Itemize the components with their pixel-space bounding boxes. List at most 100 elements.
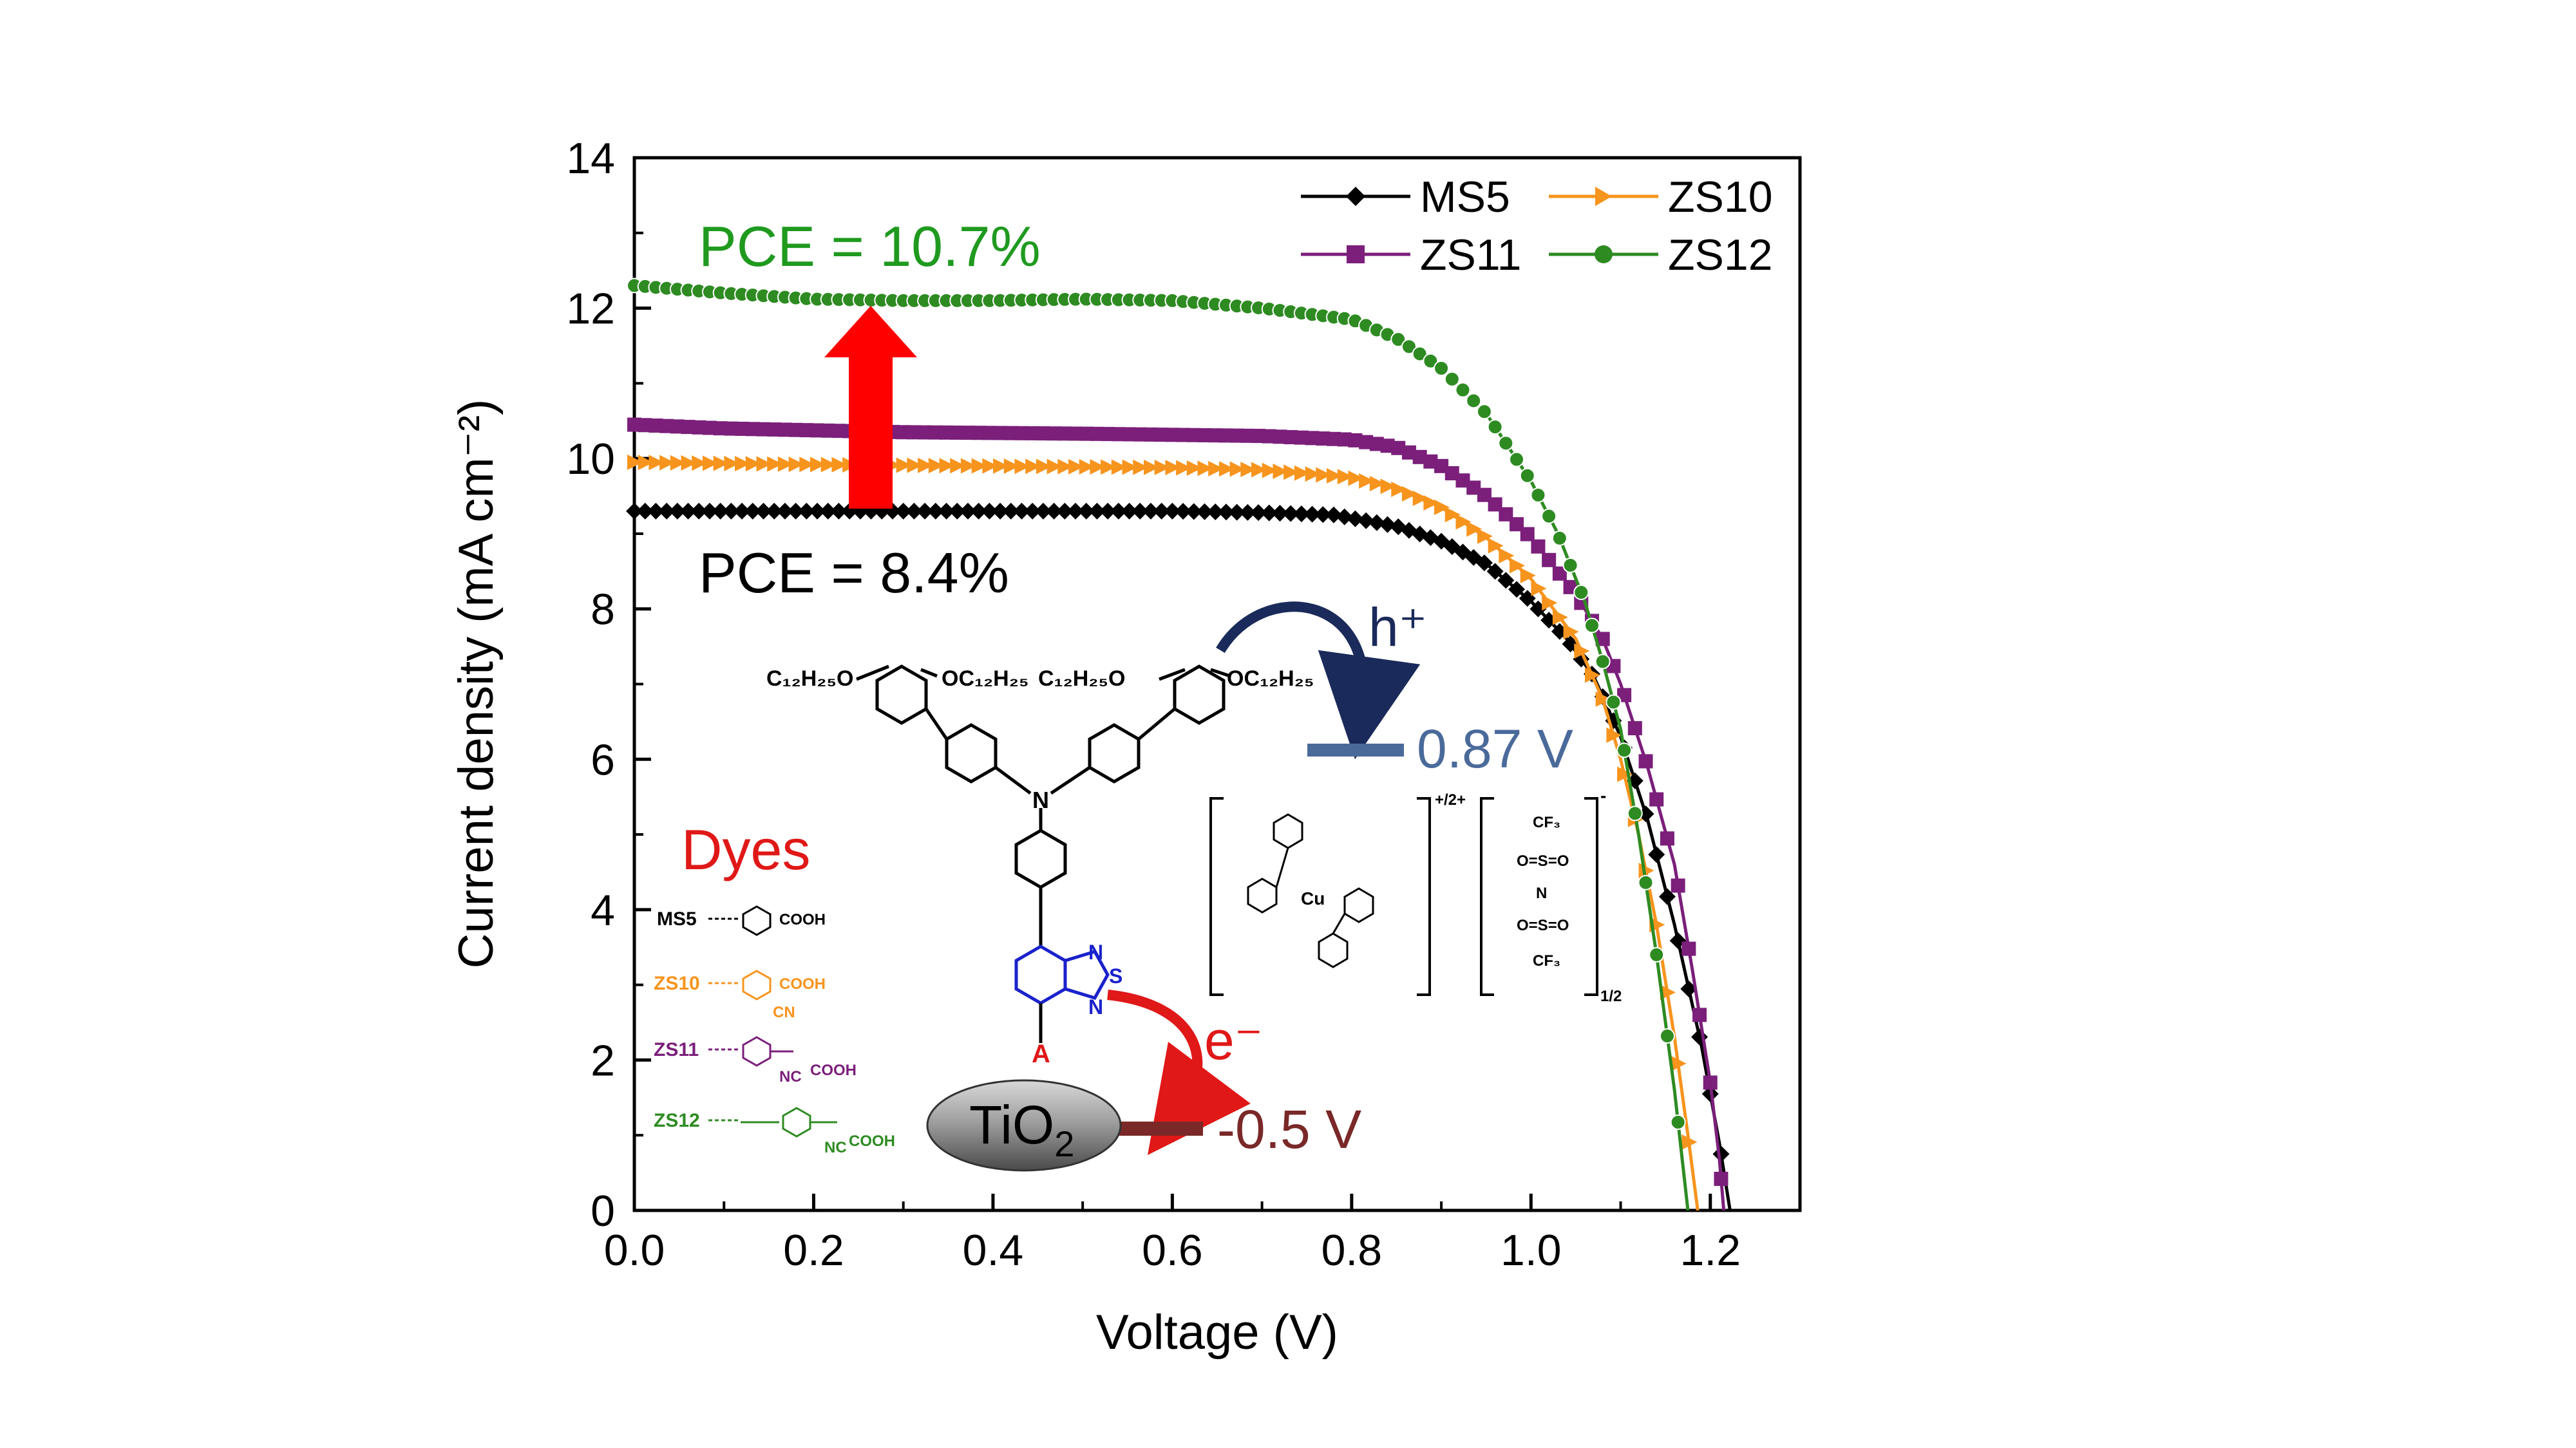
data-point — [939, 425, 954, 440]
data-point — [1680, 980, 1698, 997]
data-point — [1122, 427, 1137, 442]
data-point — [1067, 502, 1084, 520]
data-point — [1336, 508, 1353, 525]
data-point — [971, 426, 986, 440]
lumo-level-label: -0.5 V — [1217, 1099, 1361, 1160]
svg-text:COOH: COOH — [810, 1062, 857, 1079]
data-point — [1068, 426, 1083, 441]
data-point — [959, 502, 976, 520]
x-tick-label: 0.6 — [1142, 1226, 1203, 1275]
data-point — [1520, 567, 1536, 583]
data-point — [735, 456, 751, 472]
data-point — [1391, 440, 1406, 455]
data-point — [767, 456, 783, 472]
data-point — [820, 423, 835, 438]
data-point — [1316, 431, 1331, 446]
data-point — [1079, 459, 1095, 475]
data-point — [1143, 427, 1158, 442]
data-point — [1262, 429, 1276, 444]
data-point — [1488, 497, 1502, 512]
data-point — [788, 456, 804, 473]
legend: MS5 ZS10 ZS11 ZS12 — [1301, 173, 1773, 279]
data-point — [1218, 461, 1235, 477]
svg-text:MS5: MS5 — [657, 908, 697, 930]
legend-label-zs12: ZS12 — [1668, 230, 1773, 279]
improvement-arrow — [824, 306, 917, 509]
data-point — [1347, 510, 1364, 527]
data-point — [1584, 617, 1600, 634]
data-point — [819, 502, 837, 520]
data-point — [1552, 566, 1567, 581]
data-point — [1584, 667, 1600, 683]
data-point — [766, 502, 783, 520]
homo-level-label: 0.87 V — [1417, 719, 1573, 779]
data-point — [1122, 459, 1138, 475]
svg-text:CF₃: CF₃ — [1533, 814, 1560, 831]
data-point — [1143, 459, 1159, 475]
data-point — [1531, 539, 1546, 554]
svg-text:ZS10: ZS10 — [654, 973, 700, 994]
data-point — [745, 456, 761, 472]
data-point — [1681, 941, 1696, 956]
data-point — [1455, 382, 1471, 398]
data-point — [1498, 435, 1514, 451]
data-point — [1412, 491, 1428, 507]
data-point — [1046, 458, 1063, 475]
data-point — [928, 425, 943, 440]
data-point — [1348, 470, 1364, 486]
data-point — [1562, 557, 1578, 573]
data-point — [1519, 467, 1535, 484]
data-point — [1154, 428, 1169, 442]
data-point — [1132, 502, 1149, 520]
x-tick-label: 0.0 — [604, 1226, 665, 1275]
data-point — [1283, 464, 1300, 480]
data-point — [1649, 792, 1664, 807]
data-point — [1057, 458, 1074, 475]
data-point — [1542, 595, 1558, 611]
data-point — [1217, 503, 1235, 521]
data-point — [982, 426, 997, 440]
data-point — [1531, 580, 1547, 596]
data-point — [950, 425, 965, 440]
data-point — [1013, 502, 1030, 520]
data-point — [1380, 478, 1396, 494]
data-point — [1273, 429, 1287, 444]
dye-item-zs10: ZS10 COOH CN — [654, 970, 826, 1021]
data-point — [692, 420, 706, 435]
data-point — [712, 502, 729, 520]
data-point — [745, 422, 760, 437]
data-point — [916, 502, 934, 520]
data-point — [1196, 503, 1213, 520]
data-point — [1510, 517, 1524, 532]
data-point — [1520, 527, 1535, 541]
data-point — [1659, 1028, 1675, 1044]
lumo-level-bar — [1106, 1122, 1203, 1136]
data-point — [1552, 609, 1568, 625]
data-point — [831, 456, 848, 473]
data-point — [798, 502, 815, 520]
data-point — [1090, 426, 1104, 441]
tfsi-bracket-left — [1480, 797, 1494, 996]
data-point — [1002, 502, 1019, 520]
data-point — [1260, 504, 1278, 522]
data-point — [960, 426, 975, 440]
data-point — [1034, 502, 1052, 520]
svg-text:N: N — [1032, 787, 1049, 813]
data-point — [1508, 581, 1526, 598]
hole-transfer-arrow — [1216, 601, 1421, 760]
data-point — [896, 425, 911, 440]
data-point — [626, 502, 643, 520]
data-point — [830, 502, 848, 520]
data-point — [1111, 427, 1126, 442]
tio2-label: TiO2 — [969, 1095, 1074, 1164]
dye-item-zs12: ZS12 NC COOH — [654, 1107, 895, 1156]
data-point — [799, 456, 815, 473]
legend-item-ms5: MS5 — [1301, 173, 1510, 221]
data-point — [1046, 426, 1061, 441]
svg-text:COOH: COOH — [779, 911, 826, 928]
data-point — [744, 502, 761, 520]
data-point — [1036, 426, 1050, 441]
data-point — [1327, 468, 1342, 484]
data-point — [1423, 495, 1439, 511]
data-point — [1466, 480, 1481, 495]
